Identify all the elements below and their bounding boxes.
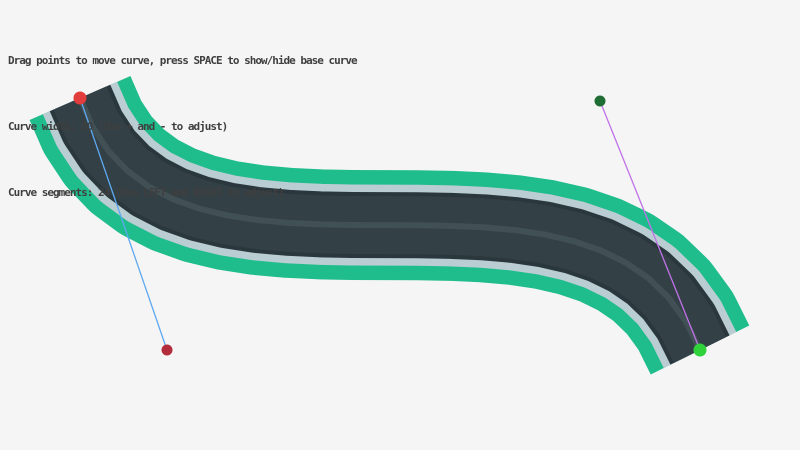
- hud-instructions: Drag points to move curve, press SPACE t…: [8, 54, 358, 67]
- hud-curve-width: Curve width: 50 (Use + and - to adjust): [8, 120, 228, 133]
- curve-control-point-1[interactable]: [161, 344, 173, 356]
- end-handle-line: [599, 100, 701, 351]
- hud-curve-segments: Curve segments: 24 (Use LEFT and RIGHT t…: [8, 186, 285, 199]
- curve-end-point[interactable]: [693, 343, 707, 357]
- curve-control-point-2[interactable]: [594, 95, 606, 107]
- start-handle-line: [79, 97, 168, 351]
- hud: Drag points to move curve, press SPACE t…: [8, 6, 358, 248]
- curve-start-point[interactable]: [73, 91, 87, 105]
- road-center-line: [77, 96, 703, 352]
